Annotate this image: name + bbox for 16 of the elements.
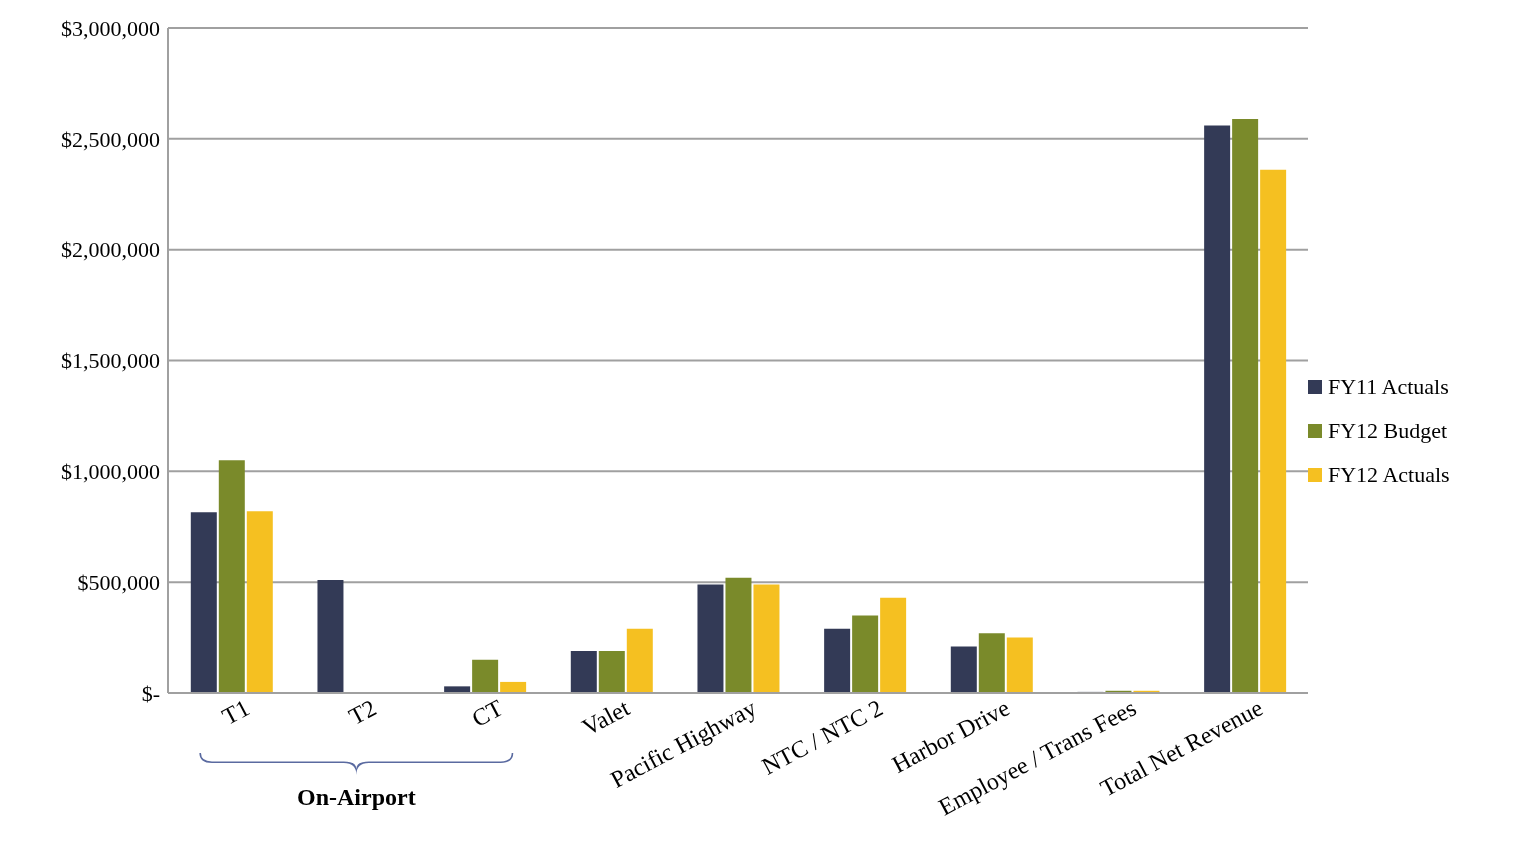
x-tick-label: T1 xyxy=(217,694,254,730)
legend-label: FY12 Actuals xyxy=(1328,461,1450,488)
text: On-Airport xyxy=(297,784,416,810)
y-tick-label: $2,500,000 xyxy=(61,126,160,152)
y-tick-label: $1,000,000 xyxy=(61,459,160,485)
x-tick-label: T2 xyxy=(344,694,381,730)
x-tick-label: CT xyxy=(467,694,508,732)
y-tick-label: $2,000,000 xyxy=(61,237,160,263)
legend-label: FY11 Actuals xyxy=(1328,373,1449,400)
legend-label: FY12 Budget xyxy=(1328,417,1448,444)
x-tick-label: Valet xyxy=(577,694,634,741)
x-tick-label: NTC / NTC 2 xyxy=(757,694,888,780)
y-tick-label: $1,500,000 xyxy=(61,348,160,374)
y-tick-label: $3,000,000 xyxy=(61,15,160,41)
y-tick-label: $- xyxy=(141,680,160,706)
y-tick-label: $500,000 xyxy=(77,569,160,595)
